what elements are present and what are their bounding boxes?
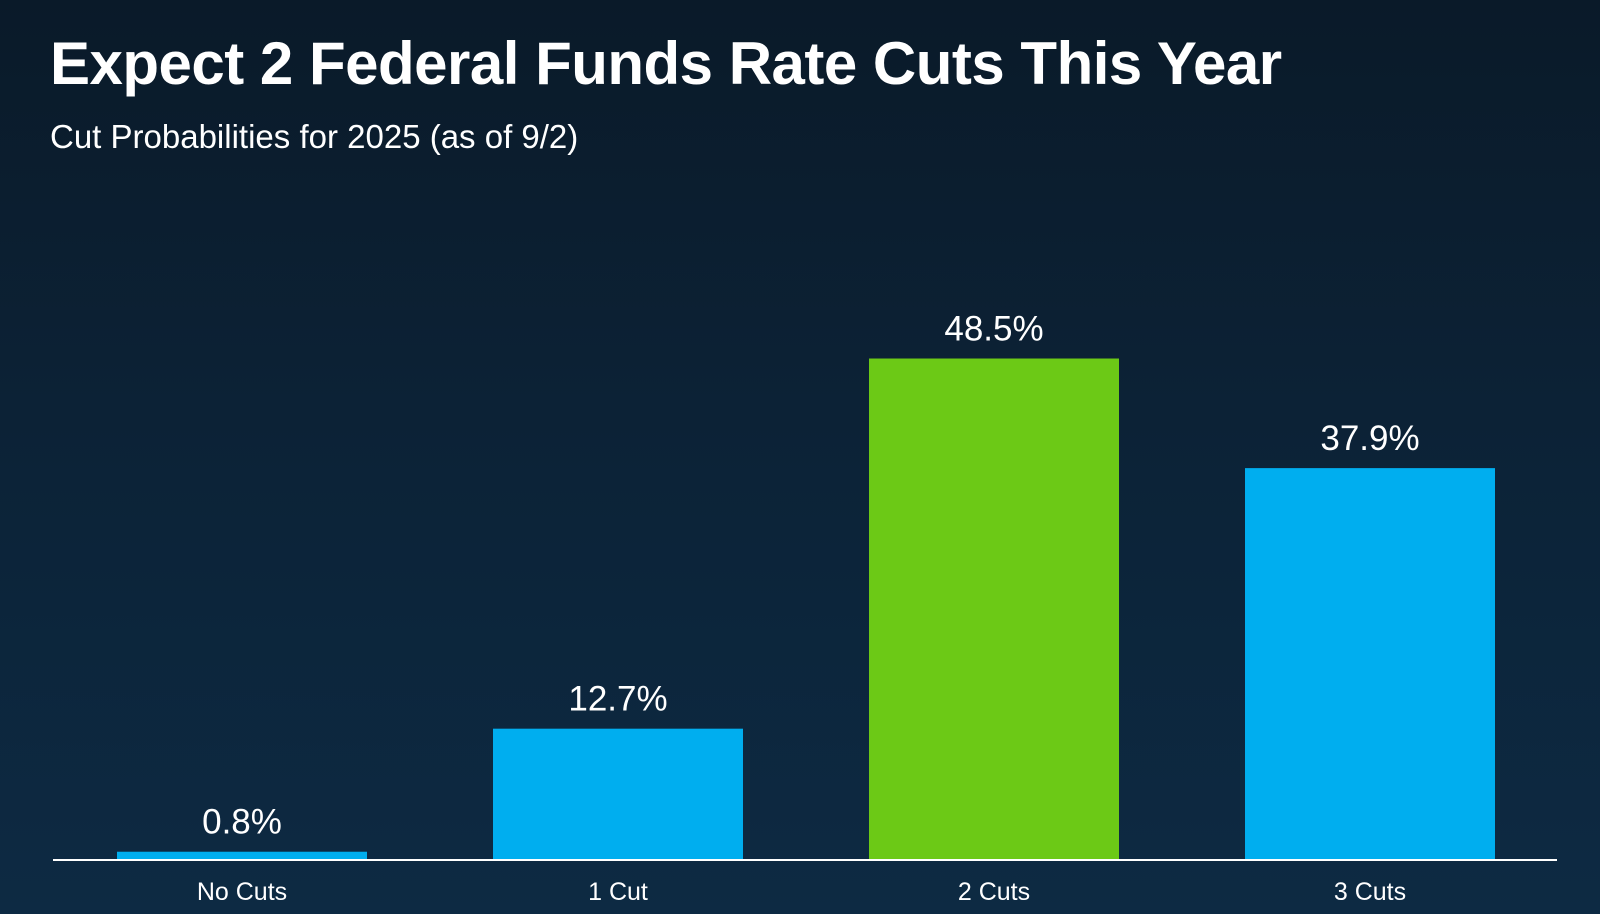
bars-group (117, 358, 1495, 860)
value-label-no-cuts: 0.8% (202, 803, 282, 842)
value-labels-group: 0.8% 12.7% 48.5% 37.9% (202, 310, 1420, 842)
x-tick-label-3-cuts: 3 Cuts (1334, 878, 1406, 906)
x-tick-label-2-cuts: 2 Cuts (958, 878, 1030, 906)
bar-2-cuts (869, 358, 1119, 860)
value-label-3-cuts: 37.9% (1320, 419, 1419, 458)
bar-no-cuts (117, 851, 367, 860)
chart-title: Expect 2 Federal Funds Rate Cuts This Ye… (50, 30, 1282, 97)
chart-subtitle: Cut Probabilities for 2025 (as of 9/2) (50, 118, 579, 155)
bar-1-cut (493, 728, 743, 860)
x-tick-labels-group: No Cuts 1 Cut 2 Cuts 3 Cuts (197, 878, 1406, 906)
value-label-1-cut: 12.7% (568, 680, 667, 719)
x-tick-label-no-cuts: No Cuts (197, 878, 287, 906)
value-label-2-cuts: 48.5% (944, 310, 1043, 349)
x-tick-label-1-cut: 1 Cut (588, 878, 648, 906)
bar-3-cuts (1245, 468, 1495, 860)
